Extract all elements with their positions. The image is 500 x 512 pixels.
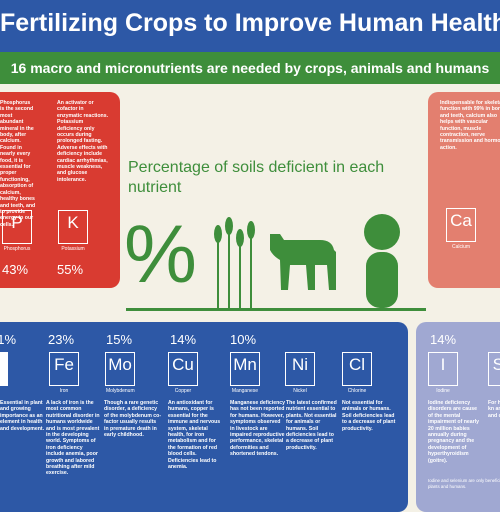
iodine-panel: 14% I Iodine Se Iodine deficiency disorde… [416,322,500,512]
boron-percent: 31% [0,332,17,347]
manganese-tile: Mn Manganese [230,352,260,394]
selenium-tile: Se [488,352,500,386]
nickel-name: Nickel [293,388,307,394]
iodine-symbol: I [440,355,446,374]
copper-symbol: Cu [172,355,194,374]
iodine-percent: 14% [430,332,457,347]
percent-glyph: % [124,209,197,300]
manganese-percent: 10% [230,332,257,347]
iodine-name: Iodine [436,388,450,394]
title-banner [0,0,500,52]
potassium-name: Potassium [61,246,85,252]
wheat-icon [214,217,255,308]
nickel-symbol: Ni [291,355,309,374]
subtitle-band [0,52,500,84]
molybdenum-description: Though a rare genetic disorder, a defici… [104,400,162,439]
iodine-description: Iodine deficiency disorders are cause of… [428,400,480,464]
boron-description: Essential in plant and growing importanc… [0,400,45,432]
calcium-description: Indispensable for skeletal function with… [440,100,500,151]
copper-description: An antioxidant for humans, copper is ess… [168,400,221,471]
phosphorus-name: Phosphorus [3,246,31,252]
selenium-symbol: Se [492,355,500,374]
farm-illustration: % [124,209,400,308]
person-icon [364,214,400,308]
copper-percent: 14% [170,332,197,347]
iron-description: A lack of iron is the most common nutrit… [46,400,100,477]
nickel-tile: Ni Nickel [285,352,315,394]
phosphorus-symbol: P [11,213,23,232]
chlorine-symbol: Cl [348,355,366,374]
potassium-symbol: K [67,213,79,232]
deficiency-headline: Percentage of soils deficient in each nu… [128,159,385,196]
chlorine-name: Chlorine [347,388,367,394]
chlorine-tile: Cl Chlorine [342,352,372,394]
selenium-description: For hu are kn anti-o and c [488,400,500,419]
calcium-symbol: Ca [450,211,472,230]
calcium-name: Calcium [451,244,471,250]
cow-icon [270,234,336,290]
nickel-description: The latest confirmed nutrient essential … [286,400,337,451]
micronutrient-panel: 31% 23% 15% 14% 10% B Fe Iron Mo Molybdenu… [0,322,408,512]
page-title: Fertilizing Crops to Improve Human Healt… [0,9,500,37]
iron-name: Iron [59,388,69,394]
molybdenum-symbol: Mo [108,355,132,374]
molybdenum-tile: Mo Molybdenum [105,352,135,394]
iron-percent: 23% [48,332,75,347]
page-subtitle: 16 macro and micronutrients are needed b… [10,60,490,76]
copper-name: Copper [174,388,192,394]
iron-symbol: Fe [54,355,74,374]
molybdenum-percent: 15% [106,332,133,347]
calcium-panel: Indispensable for skeletal function with… [428,92,500,288]
potassium-percent: 55% [57,262,84,277]
phosphorus-percent: 43% [2,262,29,277]
boron-symbol: B [0,355,7,374]
molybdenum-name: Molybdenum [106,388,135,394]
macronutrient-panel: Phosphorus is the second most abundant m… [0,92,120,288]
calcium-tile: Ca Calcium [446,208,476,250]
phosphorus-description: Phosphorus is the second most abundant m… [0,100,36,228]
phosphorus-tile: P Phosphorus [2,210,32,252]
ground-line [126,308,426,311]
potassium-tile: K Potassium [58,210,88,252]
manganese-name: Manganese [231,388,259,394]
manganese-description: Manganese deficiency has not been report… [230,400,286,458]
iron-tile: Fe Iron [49,352,79,394]
potassium-description: An activator or cofactor in enzymatic re… [57,100,109,183]
boron-tile: B [0,352,8,386]
manganese-symbol: Mn [233,355,257,374]
iodine-tile: I Iodine [428,352,458,394]
chlorine-description: Not essential for animals or humans. Soi… [342,400,396,432]
iodine-footnote: Iodine and selenium are only beneficial … [428,478,500,490]
copper-tile: Cu Copper [168,352,198,394]
